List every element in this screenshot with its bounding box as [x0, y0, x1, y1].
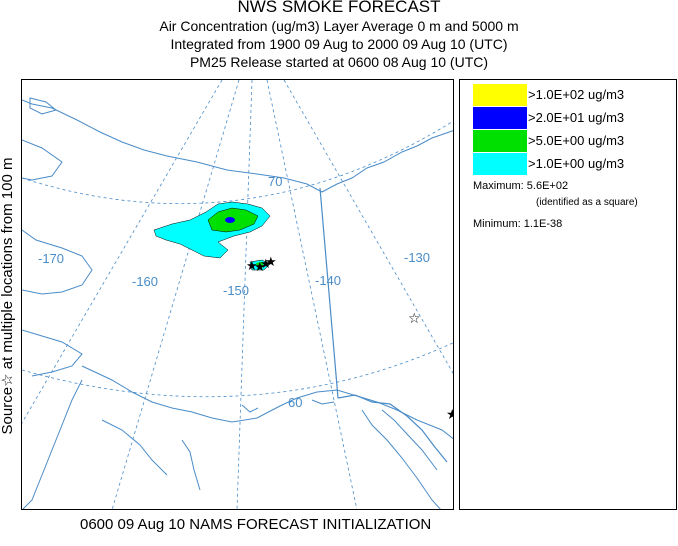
coast-detail [22, 139, 63, 181]
subtitle-release: PM25 Release started at 0600 08 Aug 10 (… [189, 54, 489, 70]
coastline [22, 97, 453, 509]
border-segment [319, 187, 339, 399]
meridian-line [266, 80, 358, 509]
lon-label: -160 [132, 274, 158, 289]
lon-label: -150 [223, 283, 249, 298]
legend-label: >2.0E+01 ug/m3 [528, 110, 625, 125]
gulf-coast [81, 365, 453, 440]
lon-label: -170 [38, 251, 64, 266]
legend-panel: >1.0E+02 ug/m3 >2.0E+01 ug/m3 >5.0E+00 u… [459, 79, 677, 510]
legend-swatch [473, 84, 527, 106]
smoke-map: -170 -160 -150 -140 -130 70 60 ★ ★ ★ ★ ☆… [22, 80, 454, 509]
legend-item: >1.0E+00 ug/m3 [473, 153, 673, 175]
minimum-value: Minimum: 1.1E-38 [473, 218, 563, 230]
panhandle-coast [361, 409, 441, 509]
source-star-icon: ☆ [408, 310, 421, 326]
meridian-line [111, 80, 240, 509]
legend-item: >5.0E+00 ug/m3 [473, 130, 673, 152]
parallel-line [22, 120, 453, 205]
border-segment [337, 394, 448, 463]
source-star-icon: ★ [446, 406, 454, 422]
forecast-title: NWS SMOKE FORECAST [237, 0, 441, 16]
maximum-value: Maximum: 5.6E+02 [473, 180, 569, 192]
plume-level-2-patch [256, 262, 264, 268]
parallel-line [22, 342, 453, 398]
coast-detail [22, 229, 93, 295]
legend-label: >5.0E+00 ug/m3 [528, 133, 625, 148]
coast-detail [22, 329, 83, 377]
coast-detail [101, 419, 168, 476]
forecast-initialization: 0600 09 Aug 10 NAMS FORECAST INITIALIZAT… [80, 516, 432, 533]
smoke-plume [153, 201, 271, 271]
legend-swatch [473, 130, 527, 152]
border-line [319, 187, 448, 463]
source-side-label: Source☆ at multiple locations from 100 m [0, 157, 16, 435]
source-star-icon: ★ [246, 258, 258, 273]
coast-detail [241, 404, 259, 413]
graticule [22, 80, 453, 509]
legend-item: >1.0E+02 ug/m3 [473, 84, 673, 106]
meridian-line [283, 80, 453, 374]
coast-detail [29, 97, 58, 115]
lat-label: 70 [268, 174, 282, 189]
source-star-icon: ★ [254, 259, 266, 274]
map-panel: -170 -160 -150 -140 -130 70 60 ★ ★ ★ ★ ☆… [21, 79, 454, 510]
legend-swatch [473, 153, 527, 175]
lat-label: 60 [288, 395, 302, 410]
source-star-icon: ★ [265, 254, 277, 269]
source-markers: ★ ★ ★ ★ ☆ ★ [246, 254, 454, 422]
maximum-note: (identified as a square) [536, 197, 638, 208]
arctic-coast [22, 99, 453, 193]
subtitle-concentration: Air Concentration (ug/m3) Layer Average … [159, 18, 519, 34]
panhandle-coast [381, 409, 438, 471]
peninsula-coast [22, 379, 83, 509]
plume-level-3 [225, 217, 235, 223]
subtitle-integration: Integrated from 1900 09 Aug to 2000 09 A… [170, 36, 508, 52]
coast-detail [311, 399, 335, 405]
source-star-icon: ★ [260, 256, 272, 271]
lon-label: -140 [315, 273, 341, 288]
legend-label: >1.0E+00 ug/m3 [528, 156, 625, 171]
legend-label: >1.0E+02 ug/m3 [528, 87, 625, 102]
lon-label: -130 [404, 250, 430, 265]
legend-swatch [473, 107, 527, 129]
legend-item: >2.0E+01 ug/m3 [473, 107, 673, 129]
coast-detail [181, 439, 201, 491]
